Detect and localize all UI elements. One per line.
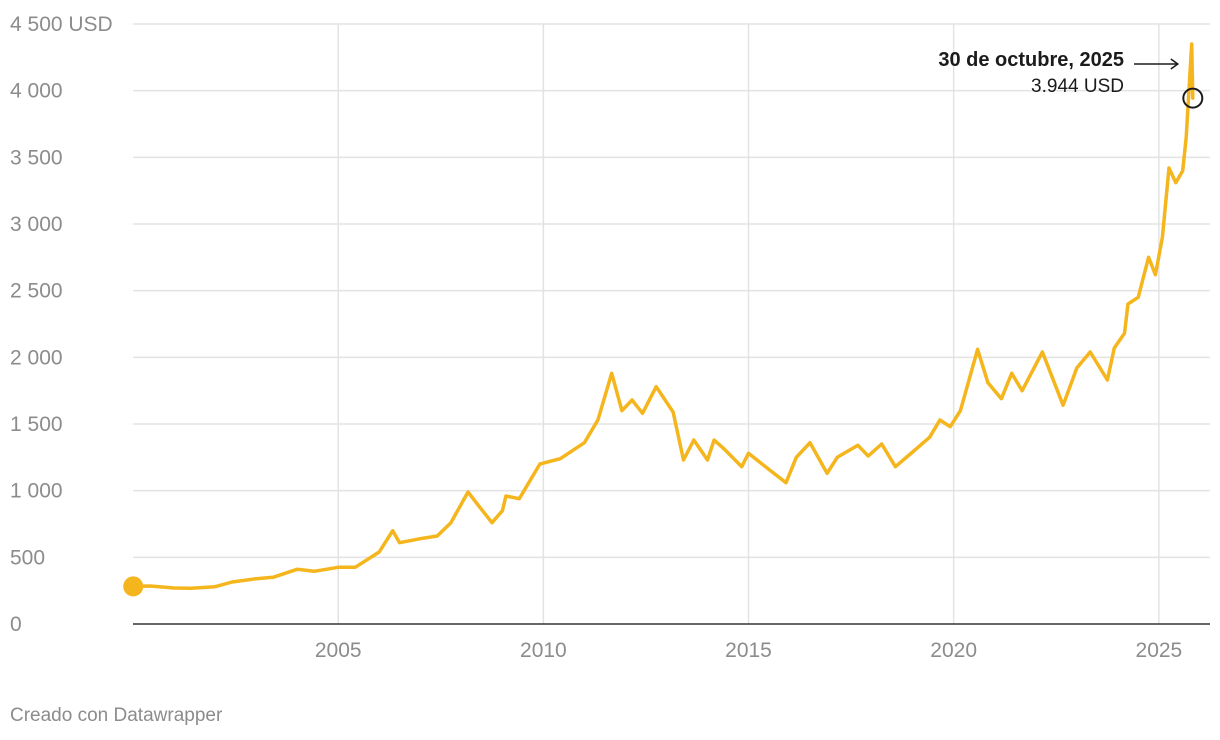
series-layer	[123, 42, 1195, 597]
y-tick-label: 3 500	[10, 146, 63, 169]
x-tick-label: 2015	[725, 639, 772, 662]
footer-credit: Creado con Datawrapper	[10, 705, 223, 726]
x-tick-label: 2010	[520, 639, 567, 662]
price-line	[131, 42, 1195, 591]
gold-price-chart: 0 500 1 000 1 500 2 000 2 500 3 000 3 500 4 000 4…	[10, 13, 1210, 662]
y-axis: 0 500 1 000 1 500 2 000 2 500 3 000 3 500 4 000 4…	[10, 13, 113, 636]
start-point-marker	[123, 576, 144, 597]
annotation-value: 3.944 USD	[1031, 76, 1124, 97]
annotation: 30 de octubre, 2025 3.944 USD	[938, 49, 1204, 109]
y-tick-label: 2 000	[10, 346, 63, 369]
annotation-circle-marker	[1182, 87, 1204, 109]
y-tick-label: 3 000	[10, 213, 63, 236]
y-tick-label: 0	[10, 613, 22, 636]
y-tick-label: 1 000	[10, 480, 63, 503]
y-tick-label: 2 500	[10, 280, 63, 303]
x-tick-label: 2005	[315, 639, 362, 662]
y-tick-label: 1 500	[10, 413, 63, 436]
annotation-title: 30 de octubre, 2025	[938, 49, 1124, 71]
y-tick-label: 4 500 USD	[10, 13, 113, 36]
y-tick-label: 4 000	[10, 80, 63, 103]
gridlines	[133, 23, 1210, 624]
x-axis: 2005 2010 2015 2020 2025	[133, 623, 1210, 662]
x-tick-label: 2025	[1136, 639, 1183, 662]
annotation-arrow-head	[1170, 58, 1180, 70]
y-tick-label: 500	[10, 546, 45, 569]
x-tick-label: 2020	[930, 639, 977, 662]
